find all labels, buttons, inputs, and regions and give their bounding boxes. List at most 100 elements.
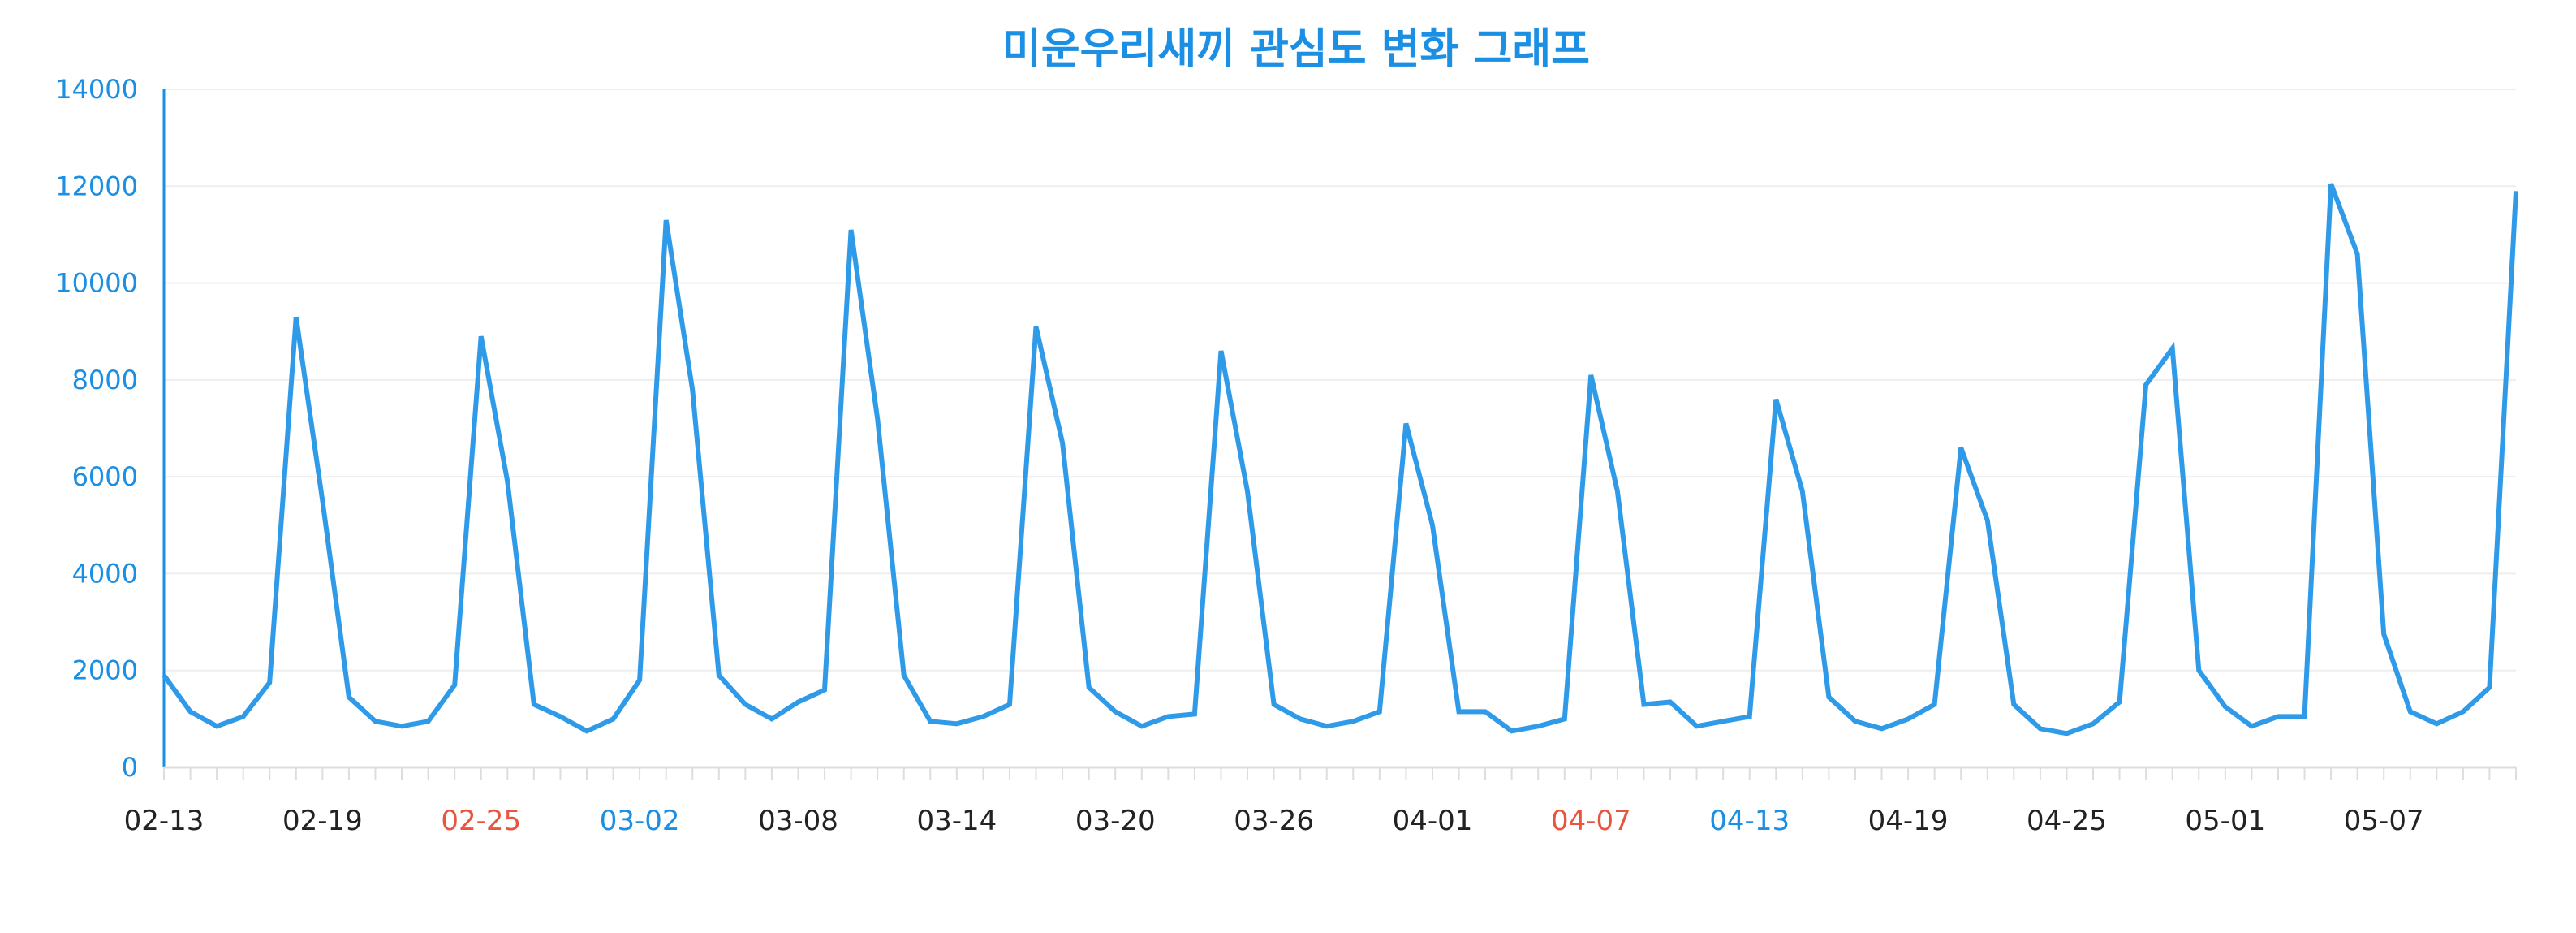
data-point xyxy=(2143,382,2148,387)
data-point xyxy=(1403,421,1408,426)
data-point xyxy=(1853,719,1858,724)
data-point xyxy=(1695,724,1699,728)
data-point xyxy=(875,417,880,421)
data-point xyxy=(2514,188,2518,193)
data-point xyxy=(690,387,695,392)
x-tick-label: 02-13 xyxy=(124,805,205,837)
data-point xyxy=(795,699,800,704)
data-point xyxy=(664,218,669,222)
data-point xyxy=(1139,724,1144,728)
data-point xyxy=(954,721,959,726)
data-point xyxy=(849,227,854,232)
data-point xyxy=(1007,702,1012,706)
x-tick-label: 02-25 xyxy=(441,805,521,837)
data-point xyxy=(347,695,351,700)
data-point xyxy=(2038,726,2043,731)
data-point xyxy=(1932,702,1937,706)
data-point xyxy=(188,709,193,714)
data-point xyxy=(1272,702,1277,706)
data-point xyxy=(928,719,933,724)
x-tick-label: 02-19 xyxy=(282,805,363,837)
data-point xyxy=(1113,709,1118,714)
data-point xyxy=(373,719,377,724)
y-tick-label: 6000 xyxy=(72,461,138,492)
data-point xyxy=(2170,346,2175,351)
x-tick-label: 05-01 xyxy=(2185,805,2265,837)
y-tick-label: 0 xyxy=(122,752,138,783)
data-point xyxy=(717,673,722,678)
data-point xyxy=(743,702,747,706)
data-point xyxy=(2328,181,2333,186)
y-tick-label: 4000 xyxy=(72,558,138,589)
data-point xyxy=(2091,721,2096,726)
data-point xyxy=(2355,252,2360,257)
data-point xyxy=(1510,728,1514,733)
data-point xyxy=(1060,440,1065,445)
data-point xyxy=(1747,714,1752,719)
x-tick-label: 03-14 xyxy=(916,805,997,837)
data-point xyxy=(1615,489,1620,494)
x-tick-label: 04-07 xyxy=(1551,805,1631,837)
data-point xyxy=(452,683,457,688)
data-point xyxy=(426,719,431,724)
data-point xyxy=(241,714,246,719)
data-point xyxy=(1536,724,1540,728)
data-point xyxy=(1192,711,1197,716)
data-point xyxy=(1773,397,1778,402)
data-point xyxy=(2011,702,2016,706)
x-axis-ticks: 02-13 02-19 02-25 03-02 03-08 03-14 03-20 03-26… xyxy=(124,805,2424,837)
data-point xyxy=(2302,714,2307,719)
data-point xyxy=(822,688,827,693)
data-point xyxy=(584,728,589,733)
data-point xyxy=(769,716,774,721)
data-point xyxy=(214,724,219,728)
y-tick-label: 12000 xyxy=(55,171,138,201)
x-tick-label: 04-25 xyxy=(2027,805,2107,837)
data-point xyxy=(1034,324,1039,329)
axes xyxy=(162,89,2517,780)
y-tick-label: 8000 xyxy=(72,365,138,395)
data-point xyxy=(1377,709,1382,714)
data-point xyxy=(1562,716,1567,721)
data-point xyxy=(2223,704,2228,709)
data-point xyxy=(1218,348,1223,353)
x-tick-label: 03-26 xyxy=(1234,805,1314,837)
data-point xyxy=(2461,709,2466,714)
data-point xyxy=(1668,699,1673,704)
data-point xyxy=(162,673,166,678)
data-point xyxy=(558,714,562,719)
data-point xyxy=(2381,632,2386,637)
data-point xyxy=(532,702,536,706)
data-point xyxy=(1350,719,1355,724)
x-tick-label: 04-01 xyxy=(1393,805,1473,837)
x-tick-label: 03-02 xyxy=(600,805,680,837)
data-point xyxy=(1906,716,1910,721)
series-group xyxy=(162,181,2518,736)
data-point xyxy=(2434,721,2439,726)
data-point xyxy=(2408,709,2413,714)
data-point xyxy=(902,673,907,678)
data-point xyxy=(267,680,272,685)
x-tick-label: 04-19 xyxy=(1868,805,1949,837)
y-tick-label: 2000 xyxy=(72,655,138,686)
data-point xyxy=(1430,523,1435,528)
data-point xyxy=(1087,685,1092,690)
y-axis-ticks: 0 2000 4000 6000 8000 10000 12000 14000 xyxy=(55,74,138,783)
data-point xyxy=(1588,373,1593,378)
data-point xyxy=(320,499,325,503)
data-point xyxy=(1800,489,1805,494)
data-point xyxy=(1298,716,1303,721)
x-tick-label: 03-08 xyxy=(758,805,838,837)
data-point xyxy=(294,314,299,319)
data-point xyxy=(1721,719,1725,724)
data-point xyxy=(1325,724,1329,728)
data-point xyxy=(505,479,510,484)
data-point xyxy=(1958,445,1963,450)
data-point xyxy=(2064,731,2069,736)
data-point xyxy=(1641,702,1646,706)
data-point xyxy=(2276,714,2281,719)
data-point xyxy=(1245,489,1250,494)
series-line xyxy=(162,183,2518,736)
